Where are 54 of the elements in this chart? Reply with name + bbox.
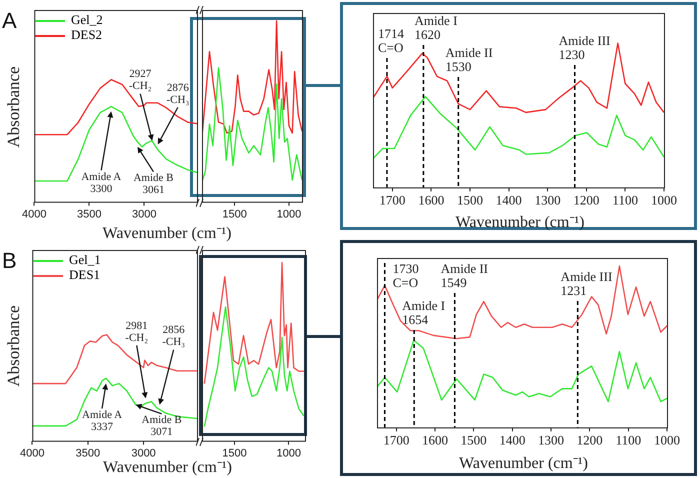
x-tick-label: 1500 bbox=[460, 432, 487, 448]
legend-label: DES1 bbox=[69, 267, 100, 282]
x-tick-label: 3000 bbox=[132, 208, 156, 220]
ref-line-label: Amide II 1530 bbox=[445, 44, 493, 74]
ref-line-label: Amide I 1654 bbox=[402, 298, 446, 327]
legend-label: DES2 bbox=[71, 27, 102, 42]
annotation: 2927 -CH₂ bbox=[128, 68, 152, 92]
x-tick-label: 3500 bbox=[76, 447, 100, 460]
x-axis-title: Wavenumber (cm⁻¹) bbox=[102, 224, 232, 243]
annotation: Amide B 3061 bbox=[133, 172, 174, 196]
legend-label: Gel_1 bbox=[69, 252, 101, 267]
annotation: 2981 -CH₂ bbox=[125, 320, 148, 344]
ref-line-label: 1714 C=O bbox=[378, 26, 404, 55]
legend-label: Gel_2 bbox=[71, 12, 103, 27]
x-tick-label: 1400 bbox=[496, 192, 522, 208]
x-tick-label: 1300 bbox=[534, 192, 561, 208]
x-tick-label: 1000 bbox=[276, 447, 301, 460]
x-tick-label: 1100 bbox=[616, 432, 642, 448]
x-axis-title: Wavenumber (cm⁻¹) bbox=[103, 459, 232, 476]
x-tick-label: 1500 bbox=[222, 447, 247, 460]
x-tick-label: 1500 bbox=[222, 208, 247, 220]
x-tick-label: 1200 bbox=[573, 192, 600, 208]
ref-line-label: Amide II 1549 bbox=[440, 260, 488, 290]
ref-line-label: 1730 C=O bbox=[392, 260, 419, 290]
chart-title: B bbox=[2, 248, 17, 274]
x-tick-label: 1200 bbox=[576, 432, 603, 448]
x-tick-label: 1500 bbox=[457, 192, 483, 208]
x-tick-label: 1300 bbox=[538, 432, 564, 448]
x-tick-label: 3500 bbox=[76, 208, 102, 220]
x-tick-label: 1000 bbox=[276, 208, 302, 220]
x-axis-title: Wavenumber (cm⁻¹) bbox=[458, 454, 589, 473]
annotation: Amide A 3337 bbox=[82, 408, 122, 433]
x-tick-label: 1700 bbox=[383, 432, 410, 448]
x-tick-label: 1000 bbox=[651, 192, 677, 208]
y-axis-title: Absorbance bbox=[4, 305, 24, 387]
ref-line-label: Amide III 1231 bbox=[560, 268, 612, 298]
x-tick-label: 3000 bbox=[131, 447, 156, 460]
y-axis-title: Absorbance bbox=[4, 66, 24, 148]
ref-line-label: Amide I 1620 bbox=[414, 12, 458, 42]
x-tick-label: 1600 bbox=[418, 192, 444, 208]
x-tick-label: 1100 bbox=[612, 192, 638, 208]
annotation: Amide B 3071 bbox=[142, 414, 182, 438]
x-axis-title: Wavenumber (cm⁻¹) bbox=[454, 213, 586, 232]
chart-title: A bbox=[2, 8, 17, 34]
x-tick-label: 4000 bbox=[20, 447, 44, 460]
x-tick-label: 1000 bbox=[654, 432, 680, 448]
x-tick-label: 4000 bbox=[22, 208, 46, 220]
ref-line-label: Amide III 1230 bbox=[558, 32, 610, 62]
x-tick-label: 1400 bbox=[499, 432, 526, 448]
annotation: 2856 -CH₃ bbox=[162, 324, 186, 348]
x-tick-label: 1600 bbox=[422, 432, 448, 448]
x-tick-label: 1700 bbox=[379, 192, 406, 208]
annotation: Amide A 3300 bbox=[81, 170, 122, 195]
annotation: 2876 -CH₃ bbox=[166, 82, 190, 106]
